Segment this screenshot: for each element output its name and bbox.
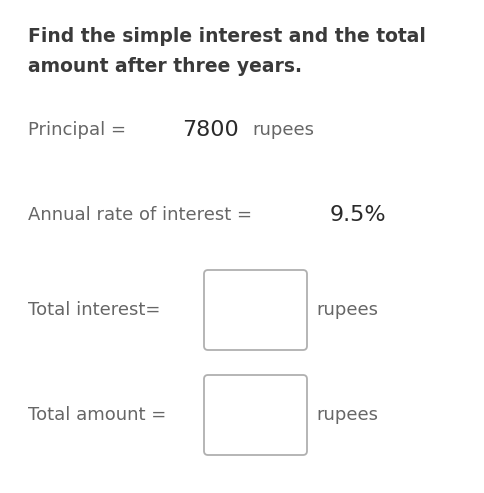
Text: Total amount =: Total amount = bbox=[28, 406, 166, 424]
Text: rupees: rupees bbox=[252, 121, 314, 139]
Text: 7800: 7800 bbox=[182, 120, 239, 140]
Text: Annual rate of interest =: Annual rate of interest = bbox=[28, 206, 258, 224]
Text: amount after three years.: amount after three years. bbox=[28, 57, 302, 76]
Text: Find the simple interest and the total: Find the simple interest and the total bbox=[28, 27, 426, 46]
Text: 9.5%: 9.5% bbox=[330, 205, 387, 225]
FancyBboxPatch shape bbox=[204, 375, 307, 455]
FancyBboxPatch shape bbox=[204, 270, 307, 350]
Text: rupees: rupees bbox=[316, 301, 378, 319]
Text: rupees: rupees bbox=[316, 406, 378, 424]
Text: Total interest=: Total interest= bbox=[28, 301, 160, 319]
Text: Principal =: Principal = bbox=[28, 121, 132, 139]
